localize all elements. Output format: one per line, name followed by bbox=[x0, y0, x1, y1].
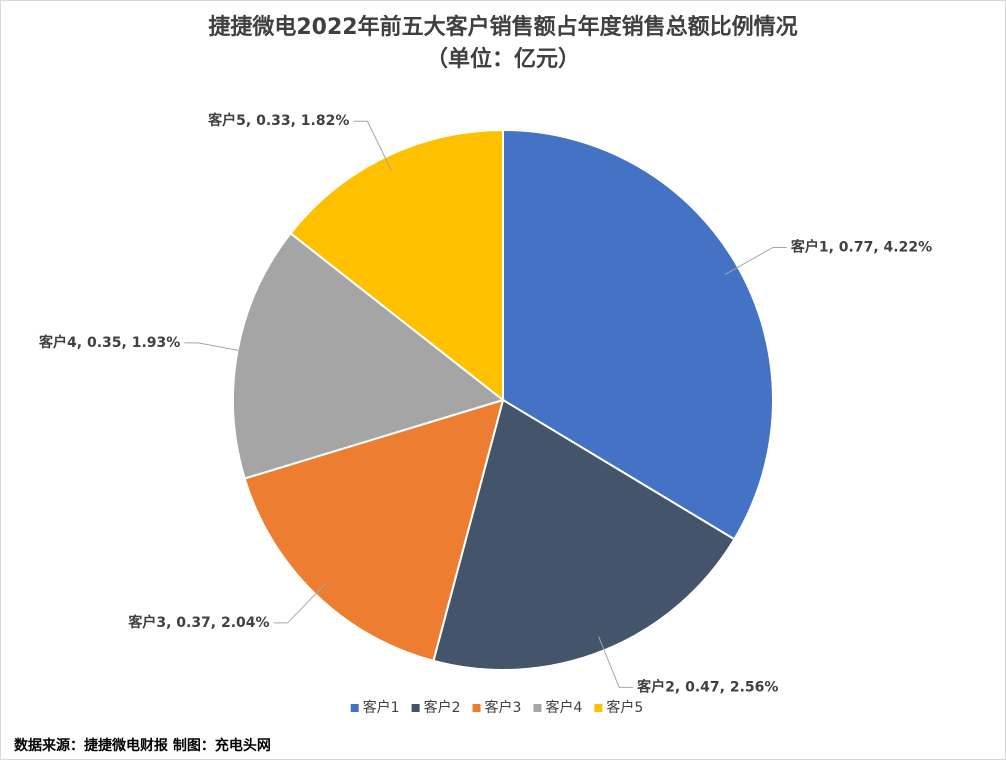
chart-title: 捷捷微电2022年前五大客户销售额占年度销售总额比例情况 bbox=[208, 14, 797, 40]
data-label: 客户1, 0.77, 4.22% bbox=[790, 238, 932, 255]
leader-line bbox=[724, 246, 787, 275]
leader-line bbox=[273, 583, 327, 624]
data-label: 客户4, 0.35, 1.93% bbox=[38, 334, 180, 351]
data-label: 客户5, 0.33, 1.82% bbox=[207, 112, 349, 129]
legend-label: 客户1 bbox=[363, 699, 400, 716]
chart-subtitle: （单位：亿元） bbox=[426, 46, 580, 72]
legend-label: 客户4 bbox=[545, 699, 582, 716]
leader-line bbox=[184, 342, 253, 354]
leader-line bbox=[598, 636, 634, 688]
legend-swatch bbox=[594, 704, 603, 712]
data-label: 客户3, 0.37, 2.04% bbox=[127, 614, 269, 631]
legend-swatch bbox=[533, 704, 542, 712]
legend-label: 客户2 bbox=[424, 699, 461, 716]
legend-label: 客户5 bbox=[606, 699, 643, 716]
leader-line bbox=[353, 120, 392, 171]
legend-swatch bbox=[472, 704, 481, 712]
legend-swatch bbox=[411, 704, 420, 712]
legend-swatch bbox=[350, 704, 359, 712]
data-label: 客户2, 0.47, 2.56% bbox=[636, 678, 778, 695]
legend-label: 客户3 bbox=[485, 699, 522, 716]
source-note: 数据来源：捷捷微电财报 制图：充电头网 bbox=[14, 737, 271, 754]
